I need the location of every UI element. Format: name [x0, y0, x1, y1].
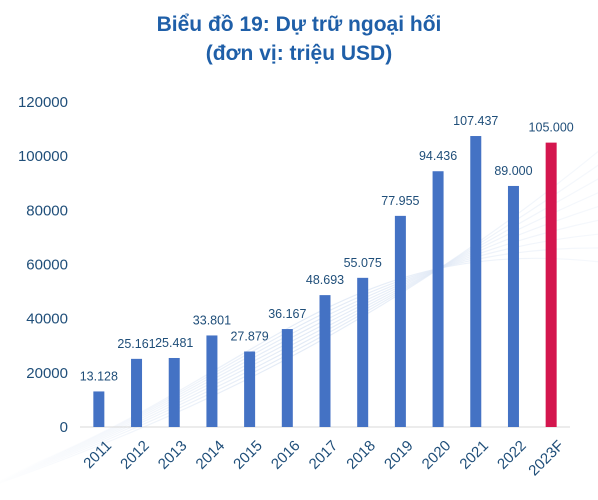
x-tick-label-2021: 2021	[456, 437, 492, 473]
bar-2023F	[545, 142, 557, 427]
y-tick-label: 0	[60, 419, 68, 436]
background-swoosh-line	[3, 206, 598, 479]
data-label-2018: 55.075	[344, 256, 382, 270]
bar-2012	[131, 358, 143, 427]
data-label-2017: 48.693	[306, 273, 344, 287]
bar-2017	[319, 295, 331, 427]
x-tick-label-2015: 2015	[230, 437, 266, 473]
y-tick-label: 60000	[26, 257, 68, 274]
data-label-2022: 89.000	[494, 164, 532, 178]
x-tick-label-2012: 2012	[117, 437, 153, 473]
x-tick-label-2013: 2013	[155, 437, 191, 473]
background-swoosh-line	[27, 257, 598, 467]
bar-2018	[357, 277, 369, 427]
x-axis: 2011 2012 2013 2014 2015 2016 2017 2018 2019 2020…	[80, 437, 567, 479]
data-label-2011: 13.128	[80, 369, 118, 383]
bars-group	[93, 136, 557, 428]
data-label-2014: 33.801	[193, 313, 231, 327]
background-swoosh-line	[15, 233, 598, 473]
bar-2022	[507, 185, 519, 427]
x-tick-label-2019: 2019	[381, 437, 417, 473]
bar-2021	[470, 136, 482, 428]
y-axis: 0 20000 40000 60000 80000 100000 120000	[18, 94, 68, 436]
background-swoosh-decoration	[0, 150, 598, 484]
x-tick-label-2020: 2020	[419, 437, 455, 473]
data-label-2012: 25.161	[117, 337, 155, 351]
bar-2011	[93, 391, 105, 427]
background-swoosh-line	[21, 247, 598, 470]
y-tick-label: 100000	[18, 148, 68, 165]
x-tick-label-2014: 2014	[193, 437, 229, 473]
data-label-2019: 77.955	[381, 194, 419, 208]
chart-title-block: Biểu đồ 19: Dự trữ ngoại hối (đơn vị: tr…	[0, 10, 598, 68]
chart-title: Biểu đồ 19: Dự trữ ngoại hối	[156, 13, 442, 36]
data-label-2015: 27.879	[230, 329, 268, 343]
data-label-2016: 36.167	[268, 307, 306, 321]
bar-2013	[168, 357, 180, 427]
bar-2016	[281, 329, 293, 427]
x-tick-label-2017: 2017	[306, 437, 342, 473]
x-tick-label-2016: 2016	[268, 437, 304, 473]
y-tick-label: 20000	[26, 365, 68, 382]
data-label-2023F: 105.000	[529, 121, 574, 135]
chart-subtitle: (đơn vị: triệu USD)	[205, 42, 393, 65]
background-swoosh-line	[9, 219, 598, 476]
y-tick-label: 40000	[26, 311, 68, 328]
data-label-2020: 94.436	[419, 149, 457, 163]
y-tick-label: 80000	[26, 202, 68, 219]
data-label-2021: 107.437	[453, 114, 498, 128]
bar-2014	[206, 335, 218, 427]
y-tick-label: 120000	[18, 94, 68, 111]
bar-2015	[244, 351, 256, 427]
bar-2020	[432, 171, 444, 427]
bar-2019	[394, 215, 406, 427]
x-tick-label-2018: 2018	[343, 437, 379, 473]
data-label-2013: 25.481	[155, 336, 193, 350]
x-tick-label-2023F: 2023F	[525, 437, 567, 479]
